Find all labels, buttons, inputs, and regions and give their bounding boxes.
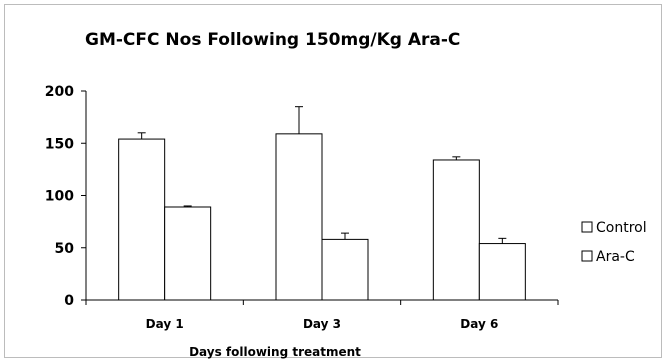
bar-ara-c-day-6 bbox=[478, 243, 526, 301]
bar-chart: GM-CFC Nos Following 150mg/Kg Ara-C 0 50 1… bbox=[45, 30, 647, 359]
x-category-label: Day 3 bbox=[303, 317, 341, 331]
y-tick-label: 200 bbox=[45, 84, 74, 100]
x-category-label: Day 6 bbox=[460, 317, 498, 331]
legend-swatch bbox=[581, 250, 593, 262]
bar-ara-c-day-3 bbox=[321, 238, 369, 301]
y-tick-label: 100 bbox=[45, 189, 74, 205]
y-tick-label: 0 bbox=[64, 293, 74, 309]
bar-ara-c-day-1 bbox=[164, 206, 212, 301]
bar-control-day-6 bbox=[432, 159, 480, 301]
chart-title: GM-CFC Nos Following 150mg/Kg Ara-C bbox=[85, 30, 460, 50]
x-axis-label: Days following treatment bbox=[189, 345, 361, 359]
legend: Control Ara-C bbox=[581, 220, 647, 265]
x-category-label: Day 1 bbox=[146, 317, 184, 331]
legend-swatch bbox=[581, 221, 593, 233]
bar-control-day-1 bbox=[118, 138, 166, 301]
y-tick-label: 50 bbox=[55, 241, 75, 257]
plot-area: 0 50 100 150 200 Day 1 Day 3 Day 6 bbox=[45, 84, 559, 331]
legend-label: Control bbox=[596, 220, 647, 236]
chart-frame: GM-CFC Nos Following 150mg/Kg Ara-C 0 50 1… bbox=[4, 4, 662, 359]
y-tick-label: 150 bbox=[45, 136, 74, 152]
bar-control-day-3 bbox=[275, 133, 323, 301]
legend-label: Ara-C bbox=[596, 249, 635, 265]
